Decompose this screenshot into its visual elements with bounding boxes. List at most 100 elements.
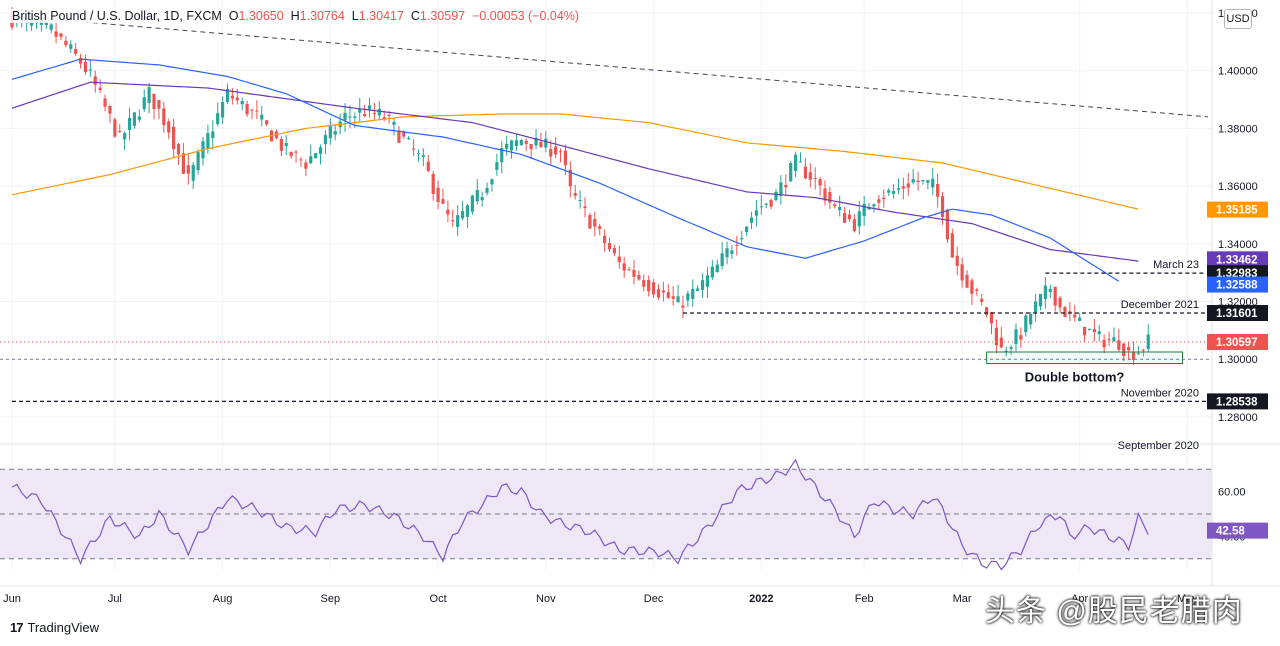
currency-button[interactable]: USD [1224,9,1252,29]
candle-body [568,169,572,187]
time-tick-label: 2022 [749,593,773,605]
candle-body [309,156,313,164]
candle-body [1078,317,1082,321]
candle-body [353,116,357,118]
candle-body [632,269,636,277]
candle-body [137,116,141,120]
candle-body [88,69,92,71]
rsi-value-label: 42.58 [1216,526,1245,538]
time-tick-label: Mar [953,593,972,605]
candle-body [1019,335,1023,340]
candle-body [847,214,852,220]
symbol-legend[interactable]: British Pound / U.S. Dollar, 1D, FXCM O1… [10,9,582,23]
candle-body [402,131,406,137]
price-tag-label: 1.32588 [1216,280,1258,292]
candle-body [985,307,989,315]
candle-body [867,208,871,210]
candle-body [1136,353,1141,355]
candle-body [475,190,479,202]
candle-body [955,255,959,266]
candle-body [74,49,78,54]
candle-body [1058,297,1062,308]
candle-body [44,21,48,26]
candle-body [906,183,910,188]
price-tick-label: 1.30000 [1218,354,1258,366]
candle-body [348,116,352,118]
candle-body [132,112,137,126]
level-label-partial: September 2020 [1118,440,1199,452]
price-tick-label: 1.40000 [1218,66,1258,78]
price-tick-label: 1.38000 [1218,123,1258,135]
candle-body [397,130,401,143]
candle-body [436,187,440,202]
candle-body [970,280,974,294]
candle-body [93,76,97,85]
candle-body [123,132,127,140]
candle-body [828,191,832,203]
candle-body [265,120,269,125]
candle-body [284,142,288,147]
candle-body [637,274,641,280]
candle-body [554,146,558,155]
candle-body [162,108,166,126]
candle-body [127,117,132,130]
candle-body [612,248,616,254]
close-value: 1.30597 [419,9,466,23]
candle-body [328,126,332,139]
candle-body [1073,314,1077,318]
candle-body [1102,339,1106,348]
high-value: 1.30764 [299,9,345,23]
candle-body [563,150,568,166]
candle-body [754,210,759,216]
tradingview-brand-text: TradingView [27,620,100,635]
candle-body [480,197,484,201]
candle-body [764,203,768,205]
candle-body [186,165,190,174]
tradingview-branding[interactable]: 17 TradingView [10,620,99,635]
candle-body [720,253,724,267]
price-tag [1207,201,1268,218]
candle-body [789,163,793,182]
candle-body [382,117,386,119]
candle-body [1038,293,1043,307]
candle-body [999,337,1003,348]
trendline [11,15,1208,118]
candle-body [54,31,58,37]
candle-body [524,140,528,144]
symbol-name: British Pound / U.S. Dollar, 1D, FXCM [12,9,222,23]
candle-body [676,296,680,303]
price-pane: March 23 December 2021 November 2020 Septem… [0,7,1212,452]
candle-body [842,212,847,223]
candle-body [470,195,474,212]
candle-body [705,275,710,287]
candle-body [500,148,504,163]
candle-body [965,274,969,288]
candle-body [950,233,954,258]
candle-body [172,126,176,150]
time-axis: Jun Jul Aug Sep Oct Nov Dec 2022 Feb Mar Apr May [3,593,1198,605]
candle-body [49,24,53,30]
candle-body [83,61,88,73]
candle-body [490,179,494,185]
candle-body [1014,329,1018,344]
candle-body [1131,351,1136,361]
candle-body [211,131,215,139]
candle-body [1009,347,1013,349]
candle-body [583,206,587,209]
candle-body [578,199,582,202]
ma-50-line [11,58,1120,282]
candle-body [549,149,553,157]
candle-body [230,95,234,99]
candle-body [588,215,592,229]
candle-body [573,193,577,196]
level-label: November 2020 [1121,387,1199,399]
candle-body [921,179,925,182]
candle-body [808,172,812,180]
candle-body [1043,285,1047,300]
time-tick-label: Dec [644,593,664,605]
candle-body [710,266,714,278]
time-tick-label: Aug [213,593,233,605]
candle-body [598,226,602,229]
candle-body [333,131,337,135]
